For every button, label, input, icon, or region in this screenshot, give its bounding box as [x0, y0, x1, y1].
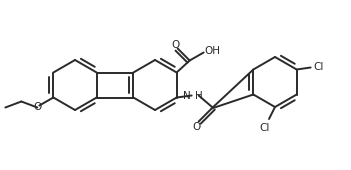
Text: H: H [195, 90, 203, 100]
Text: O: O [172, 39, 180, 49]
Text: OH: OH [205, 47, 221, 56]
Text: O: O [33, 103, 41, 113]
Text: O: O [193, 123, 201, 132]
Text: Cl: Cl [313, 63, 324, 72]
Text: N: N [183, 90, 191, 100]
Text: Cl: Cl [260, 123, 270, 133]
